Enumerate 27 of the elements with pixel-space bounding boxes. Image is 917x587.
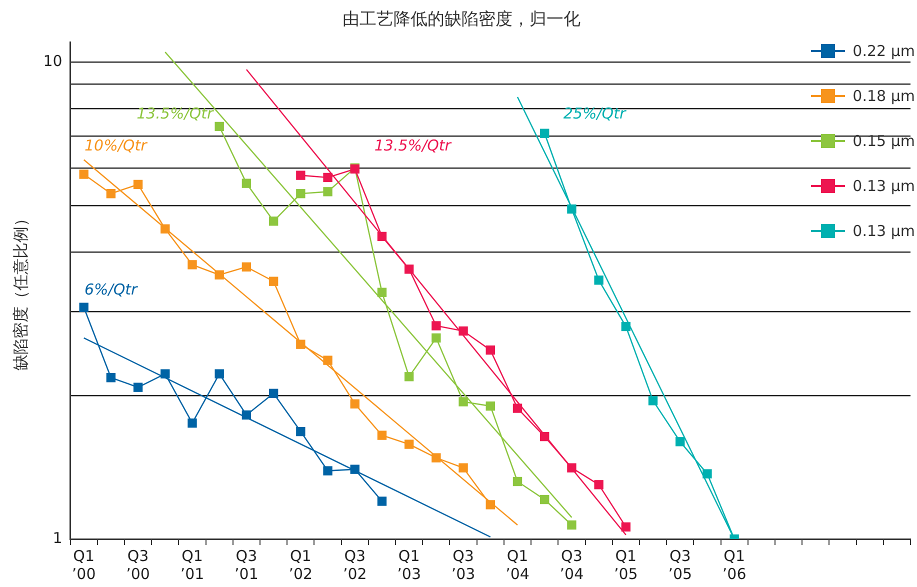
legend-label: 0.15 µm [852, 132, 915, 150]
x-tick-label: Q3 ’00 [126, 546, 150, 583]
legend-label: 0.13 µm [852, 222, 915, 240]
x-tick-label: Q1 ’03 [397, 546, 422, 583]
x-tick-label: Q1 ’00 [72, 546, 96, 583]
annotation: 25%/Qtr [563, 104, 626, 122]
legend-label: 0.13 µm [852, 176, 915, 194]
annotation: 13.5%/Qtr [374, 136, 452, 155]
x-tick-label: Q3 ’03 [451, 546, 476, 583]
x-tick-label: Q3 ’01 [234, 546, 258, 583]
annotation: 10%/Qtr [84, 136, 148, 155]
y-axis-title: 缺陷密度（任意比例） [10, 210, 30, 371]
annotation: 13.5%/Qtr [136, 104, 214, 122]
x-tick-label: Q3 ’04 [560, 546, 584, 583]
x-tick-label: Q1 ’04 [506, 546, 530, 583]
legend-label: 0.18 µm [852, 86, 915, 104]
y-tick-label: 10 [43, 52, 62, 70]
chart-title: 由工艺降低的缺陷密度，归一化 [342, 10, 580, 30]
x-tick-label: Q1 ’05 [614, 546, 638, 583]
y-tick-label: 1 [52, 528, 62, 547]
x-tick-label: Q1 ’06 [722, 546, 746, 583]
x-tick-label: Q1 ’02 [288, 546, 313, 583]
x-tick-label: Q3 ’05 [668, 546, 692, 583]
legend-label: 0.22 µm [852, 42, 915, 60]
annotation: 6%/Qtr [84, 280, 138, 299]
x-tick-label: Q3 ’02 [342, 546, 367, 583]
x-tick-label: Q1 ’01 [180, 546, 204, 583]
